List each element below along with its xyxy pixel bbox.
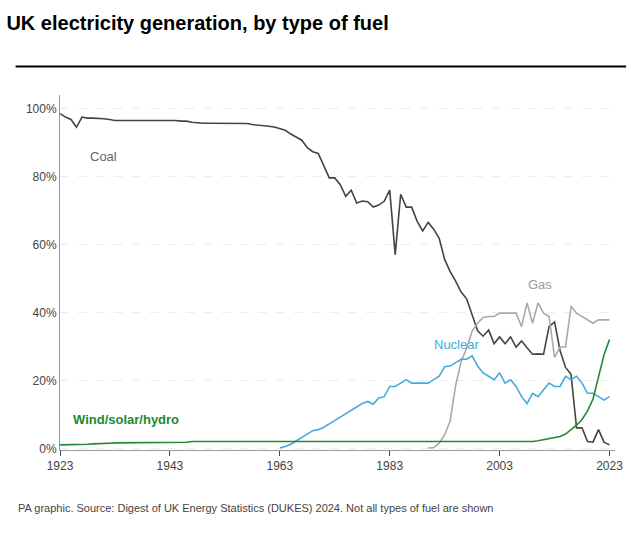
svg-text:0%: 0% [39,442,57,456]
svg-text:Coal: Coal [90,149,117,164]
svg-text:1943: 1943 [157,459,184,473]
svg-text:40%: 40% [33,306,57,320]
svg-text:80%: 80% [33,170,57,184]
svg-text:1983: 1983 [376,459,403,473]
svg-text:UK electricity generation, by: UK electricity generation, by type of fu… [6,12,388,34]
svg-text:Gas: Gas [528,277,552,292]
svg-text:PA graphic. Source: Digest of: PA graphic. Source: Digest of UK Energy … [18,502,493,514]
svg-text:2003: 2003 [486,459,513,473]
svg-text:20%: 20% [33,374,57,388]
svg-text:Wind/solar/hydro: Wind/solar/hydro [73,412,179,427]
svg-text:2023: 2023 [596,459,623,473]
svg-text:100%: 100% [26,102,57,116]
svg-text:1963: 1963 [266,459,293,473]
svg-text:60%: 60% [33,238,57,252]
svg-text:Nuclear: Nuclear [434,337,479,352]
svg-text:1923: 1923 [47,459,74,473]
